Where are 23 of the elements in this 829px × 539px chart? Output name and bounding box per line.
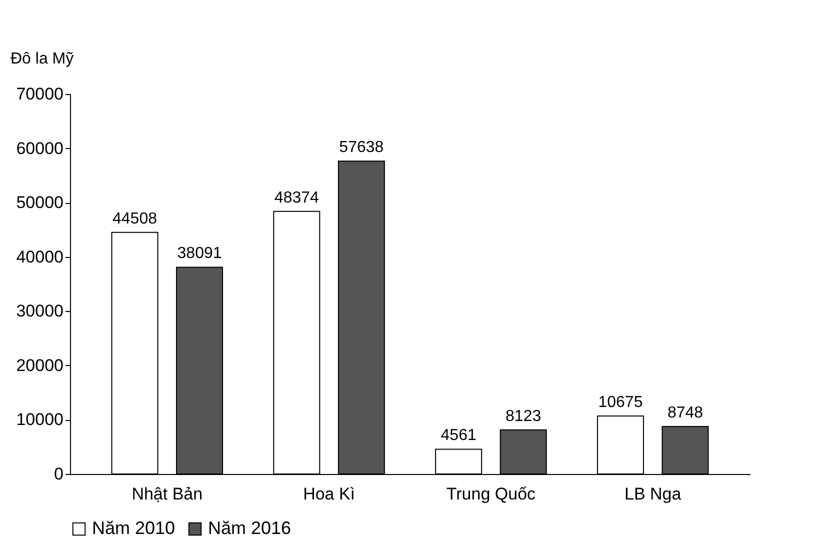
data-label: 10675 bbox=[598, 394, 643, 412]
legend-label: Năm 2016 bbox=[208, 518, 292, 538]
x-tick-label: Nhật Bản bbox=[132, 484, 203, 504]
y-tick-label: 60000 bbox=[16, 138, 64, 158]
y-tick-label: 30000 bbox=[16, 302, 64, 321]
data-label: 38091 bbox=[177, 245, 222, 262]
x-tick-label: LB Nga bbox=[624, 484, 682, 504]
y-tick-label: 50000 bbox=[16, 193, 64, 212]
data-label: 8123 bbox=[506, 408, 542, 425]
data-label: 4561 bbox=[440, 427, 476, 444]
y-tick-label: 40000 bbox=[16, 247, 64, 266]
legend-label: Năm 2010 bbox=[92, 518, 176, 538]
x-tick-label: Hoa Kì bbox=[303, 484, 356, 504]
data-label: 44508 bbox=[112, 210, 158, 228]
y-tick-label: 20000 bbox=[16, 356, 64, 375]
y-tick-label: 10000 bbox=[16, 410, 64, 430]
y-tick-label: 0 bbox=[54, 464, 64, 484]
y-tick-label: 70000 bbox=[16, 84, 64, 104]
data-label: 8748 bbox=[667, 404, 704, 422]
y-axis-title: Đô la Mỹ bbox=[10, 50, 74, 68]
data-label: 48374 bbox=[274, 189, 320, 206]
data-label: 57638 bbox=[339, 139, 384, 156]
x-tick-label: Trung Quốc bbox=[446, 484, 536, 504]
